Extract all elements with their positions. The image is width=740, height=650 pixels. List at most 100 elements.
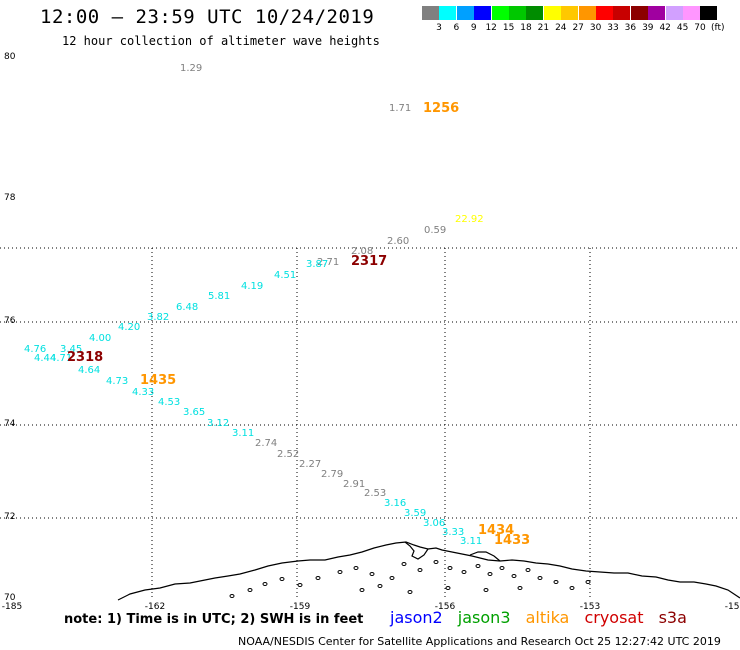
legend-swatch (509, 6, 526, 20)
legend-label: 27 (572, 23, 584, 33)
lat-tick-label: 80 (4, 52, 16, 62)
sat-jason3: jason3 (457, 608, 511, 627)
sat-altika: altika (525, 608, 570, 627)
wave-height-label: 3.12 (207, 418, 229, 429)
legend-label: 9 (470, 23, 477, 33)
lon-tick-label: -162 (145, 602, 165, 612)
wave-height-label: 4.19 (241, 281, 263, 292)
lake-shape (401, 562, 407, 566)
legend-swatch (613, 6, 631, 20)
lon-tick-label: -150 (725, 602, 740, 612)
wave-height-label: 4.76 (24, 344, 46, 355)
footer-credit: NOAA/NESDIS Center for Satellite Applica… (238, 635, 721, 648)
wave-height-label: 4.00 (89, 333, 111, 344)
lake-shape (511, 574, 517, 578)
wave-height-label: 3.16 (384, 498, 406, 509)
wave-height-label: 4.53 (158, 397, 180, 408)
lake-shape (461, 570, 467, 574)
legend-swatch (456, 6, 474, 20)
wave-height-label: 2.79 (321, 469, 343, 480)
legend-label: 18 (520, 23, 532, 33)
lake-shape (377, 584, 383, 588)
legend-swatch (439, 6, 457, 20)
lake-shape (389, 576, 395, 580)
time-stamp-label: 2318 (67, 350, 103, 365)
lake-shape (447, 566, 453, 570)
wave-height-label: 6.48 (176, 302, 198, 313)
legend-label: 12 (485, 23, 497, 33)
sat-jason2: jason2 (390, 608, 443, 627)
time-stamp-label: 1434 (478, 523, 514, 538)
wave-height-label: 2.52 (277, 449, 299, 460)
wave-height-label: 5.81 (208, 291, 230, 302)
legend-swatch (422, 6, 439, 20)
wave-height-label: 4.44 (34, 353, 56, 364)
lake-shape (337, 570, 343, 574)
lon-tick-label: -159 (290, 602, 311, 612)
wave-height-label: 4.51 (274, 270, 296, 281)
legend-swatch (665, 6, 683, 20)
lake-shape (315, 576, 321, 580)
wave-height-label: 2.60 (387, 236, 409, 247)
lake-shape (569, 586, 575, 590)
legend-label: 36 (624, 23, 637, 33)
wave-height-label: 4.64 (78, 365, 100, 376)
lake-shape (262, 582, 268, 586)
wave-height-label: 1.71 (389, 103, 411, 114)
legend-label: 15 (502, 23, 515, 33)
legend-swatch (543, 6, 561, 20)
legend-swatch (578, 6, 596, 20)
lon-tick-label: -156 (435, 602, 456, 612)
wave-height-label: 2.74 (255, 438, 277, 449)
coastline-inlet (404, 541, 429, 560)
lake-shape (517, 586, 523, 590)
sat-cryosat: cryosat (584, 608, 644, 627)
lake-shape (229, 594, 235, 598)
graticule (0, 247, 740, 600)
wave-height-label: 2.08 (351, 246, 373, 257)
wave-height-label: 0.59 (424, 225, 446, 236)
wave-height-label: 3.65 (183, 407, 205, 418)
legend-label: 39 (642, 23, 654, 33)
legend-label: 24 (555, 23, 567, 33)
lat-tick-label: 76 (4, 316, 16, 326)
lake-shape (407, 590, 413, 594)
lat-tick-label: 78 (4, 193, 16, 203)
lake-shape (499, 566, 505, 570)
legend-swatch (630, 6, 648, 20)
lake-shape (369, 572, 375, 576)
wave-height-label: 3.11 (232, 428, 254, 439)
wave-height-label: 2.53 (364, 488, 386, 499)
satellite-legend: jason2 jason3 altika cryosat s3a (390, 608, 697, 627)
lake-shape (359, 588, 365, 592)
legend-label: 21 (537, 23, 550, 33)
legend-label: 42 (659, 23, 671, 33)
legend-label: 3 (436, 23, 442, 33)
lakes (229, 560, 591, 598)
time-stamp-label: 1256 (423, 101, 459, 116)
legend-swatch (683, 6, 700, 20)
map-subtitle: 12 hour collection of altimeter wave hei… (62, 34, 380, 48)
wave-height-label: 3.45 (60, 344, 82, 355)
lake-shape (525, 568, 531, 572)
legend-label: 6 (453, 23, 460, 33)
wave-height-label: 2.71 (317, 257, 339, 268)
lat-tick-label: 72 (4, 512, 15, 522)
wave-height-label: 3.33 (442, 527, 464, 538)
lake-shape (537, 576, 543, 580)
wave-height-label: 4.20 (118, 322, 140, 333)
wave-height-label: 3.87 (306, 259, 328, 270)
lake-shape (433, 560, 439, 564)
legend-swatch (596, 6, 613, 20)
wave-height-label: 2.91 (343, 479, 365, 490)
legend-swatch (700, 6, 718, 20)
lake-shape (297, 583, 303, 587)
wave-height-label: 1.29 (180, 63, 202, 74)
lon-tick-label: -185 (2, 602, 22, 612)
note-text: note: 1) Time is in UTC; 2) SWH is in fe… (64, 612, 364, 627)
time-stamp-label: 1433 (494, 533, 530, 548)
wave-height-label: 3.59 (404, 508, 426, 519)
lake-shape (553, 580, 559, 584)
coastline-mainland (117, 541, 740, 601)
